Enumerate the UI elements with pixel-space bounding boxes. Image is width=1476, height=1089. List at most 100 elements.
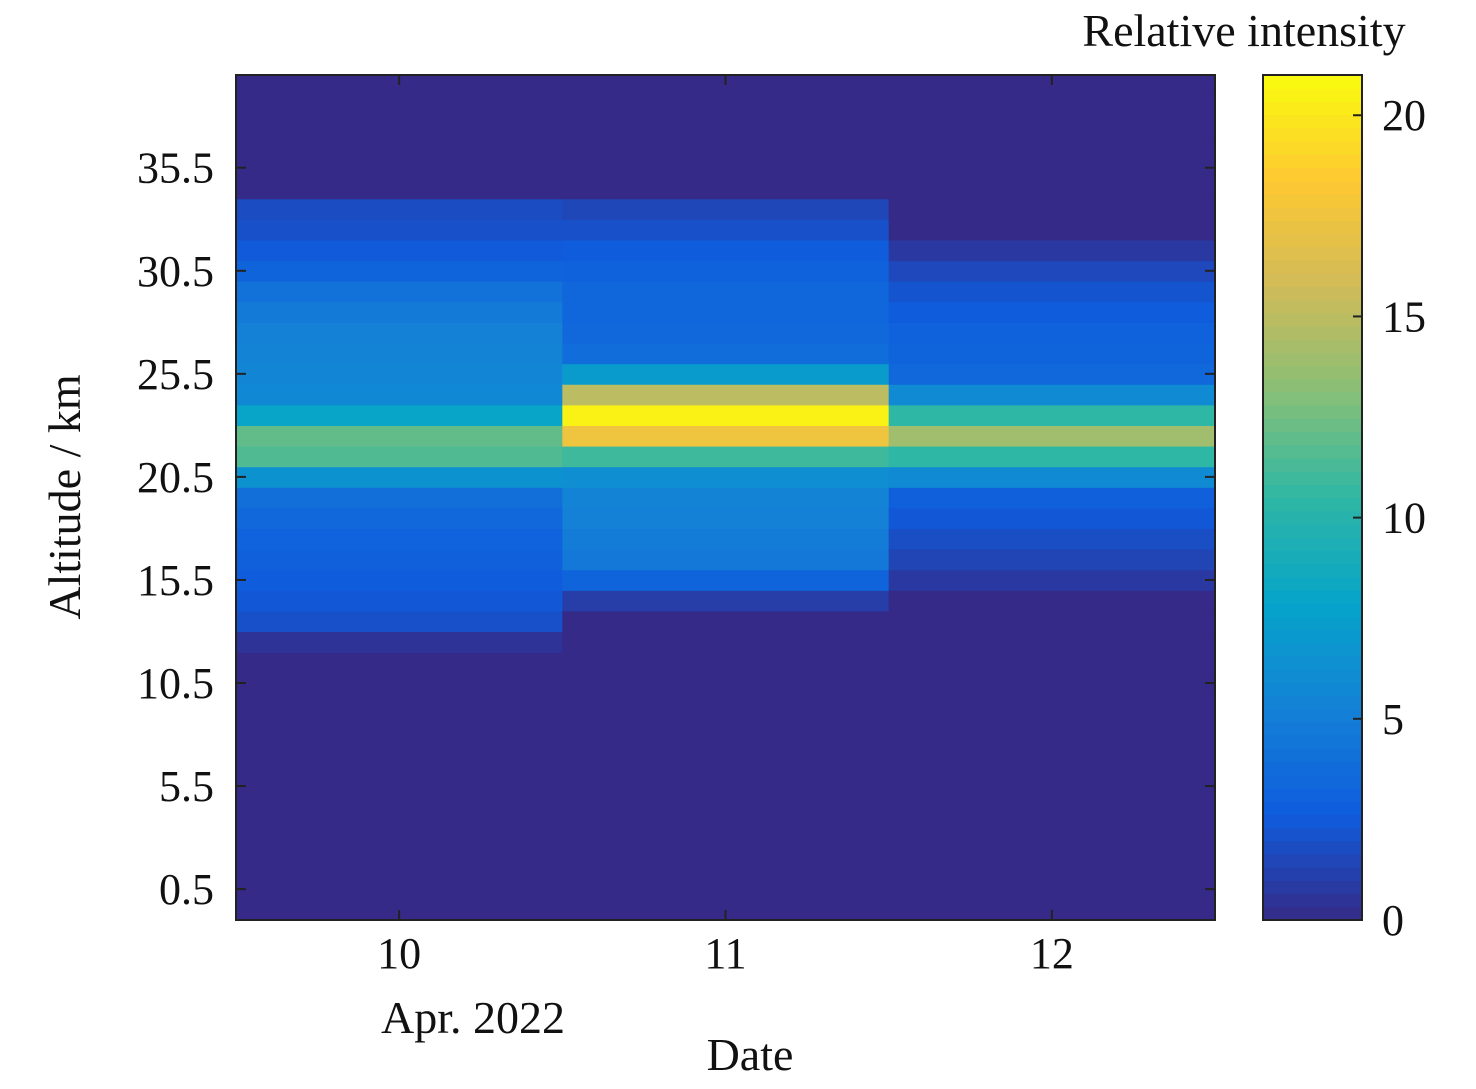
heatmap-cell — [562, 878, 890, 900]
colorbar-step — [1263, 286, 1362, 301]
heatmap-cell — [888, 569, 1216, 591]
colorbar-step — [1263, 207, 1362, 221]
colorbar-step — [1263, 589, 1362, 604]
heatmap-cell — [888, 466, 1216, 488]
heatmap-cell — [562, 528, 890, 550]
colorbar-tick-label: 15 — [1382, 292, 1426, 341]
colorbar — [1263, 75, 1362, 921]
heatmap-cell — [888, 136, 1216, 159]
heatmap-cell — [888, 528, 1216, 550]
colorbar-step — [1263, 101, 1362, 116]
y-tick-label: 30.5 — [137, 247, 214, 296]
heatmap-cell — [236, 507, 563, 530]
heatmap-cell — [236, 672, 563, 694]
colorbar-step — [1263, 391, 1362, 406]
colorbar-step — [1263, 167, 1362, 182]
heatmap-cell — [562, 631, 890, 653]
heatmap-cell — [888, 322, 1216, 344]
heatmap-cell — [888, 384, 1216, 406]
heatmap-cell — [562, 816, 890, 839]
heatmap-cell — [236, 837, 563, 859]
colorbar-step — [1263, 880, 1362, 895]
heatmap-cell — [562, 178, 890, 200]
colorbar-step — [1263, 444, 1362, 459]
heatmap-cell — [888, 281, 1216, 303]
colorbar-step — [1263, 827, 1362, 842]
colorbar-step — [1263, 220, 1362, 235]
heatmap-cell — [888, 734, 1216, 756]
colorbar-step — [1263, 352, 1362, 367]
heatmap-cell — [888, 878, 1216, 900]
heatmap-cell — [562, 384, 890, 406]
heatmap-cell — [236, 198, 563, 220]
colorbar-label: Relative intensity — [1082, 5, 1405, 56]
heatmap-cell — [888, 219, 1216, 241]
heatmap-cell — [236, 260, 563, 282]
colorbar-step — [1263, 787, 1362, 802]
heatmap-cell — [888, 260, 1216, 282]
colorbar-step — [1263, 576, 1362, 591]
heatmap-cell — [888, 178, 1216, 200]
heatmap-cell — [562, 198, 890, 220]
heatmap-cell — [888, 445, 1216, 468]
heatmap-cell — [888, 301, 1216, 323]
colorbar-step — [1263, 365, 1362, 380]
heatmap-cell — [562, 466, 890, 488]
heatmap-cell — [236, 734, 563, 756]
heatmap-cell — [888, 404, 1216, 426]
colorbar-step — [1263, 497, 1362, 512]
heatmap-cell — [562, 404, 890, 426]
colorbar-step — [1263, 867, 1362, 881]
heatmap-cell — [236, 116, 563, 138]
colorbar-step — [1263, 814, 1362, 829]
heatmap-cell — [888, 672, 1216, 694]
heatmap-cell — [236, 445, 563, 468]
heatmap-cell — [236, 157, 563, 179]
heatmap-cell — [236, 631, 563, 653]
colorbar-step — [1263, 523, 1362, 538]
heatmap-cell — [888, 198, 1216, 220]
colorbar-step — [1263, 259, 1362, 274]
heatmap-cell — [562, 672, 890, 694]
heatmap-cell — [562, 507, 890, 530]
heatmap-cell — [888, 631, 1216, 653]
colorbar-tick-label: 20 — [1382, 91, 1426, 140]
x-axis-label: Date — [707, 1029, 794, 1080]
heatmap-cell — [888, 239, 1216, 262]
colorbar-step — [1263, 457, 1362, 472]
heatmap-cell — [236, 569, 563, 591]
heatmap-cell — [236, 95, 563, 117]
colorbar-step — [1263, 246, 1362, 261]
colorbar-step — [1263, 180, 1362, 195]
y-axis-label: Altitude / km — [39, 374, 90, 620]
heatmap-cell — [888, 363, 1216, 385]
heatmap-cell — [888, 775, 1216, 797]
heatmap-cell — [562, 590, 890, 612]
colorbar-step — [1263, 510, 1362, 525]
y-tick-label: 35.5 — [137, 144, 214, 193]
heatmap-cell — [888, 755, 1216, 777]
heatmap-cell — [236, 796, 563, 818]
colorbar-tick-label: 10 — [1382, 494, 1426, 543]
heatmap-cell — [888, 858, 1216, 880]
heatmap-cell — [236, 136, 563, 159]
colorbar-step — [1263, 642, 1362, 657]
heatmap-cells — [236, 75, 1216, 920]
colorbar-ticks: 0 5 10 15 20 — [1353, 91, 1426, 945]
heatmap-cell — [562, 157, 890, 179]
colorbar-step — [1263, 616, 1362, 631]
heatmap-cell — [236, 652, 563, 674]
colorbar-step — [1263, 721, 1362, 736]
heatmap-cell — [888, 796, 1216, 818]
colorbar-step — [1263, 550, 1362, 565]
heatmap-cell — [562, 219, 890, 241]
y-axis-ticks: 0.5 5.5 10.5 15.5 20.5 25.5 30.5 35.5 — [137, 144, 1215, 914]
heatmap-cell — [236, 178, 563, 200]
colorbar-tick-label: 5 — [1382, 695, 1404, 744]
heatmap-cell — [888, 837, 1216, 859]
heatmap-cell — [562, 487, 890, 509]
heatmap-cell — [236, 775, 563, 797]
colorbar-step — [1263, 325, 1362, 340]
y-tick-label: 10.5 — [137, 659, 214, 708]
